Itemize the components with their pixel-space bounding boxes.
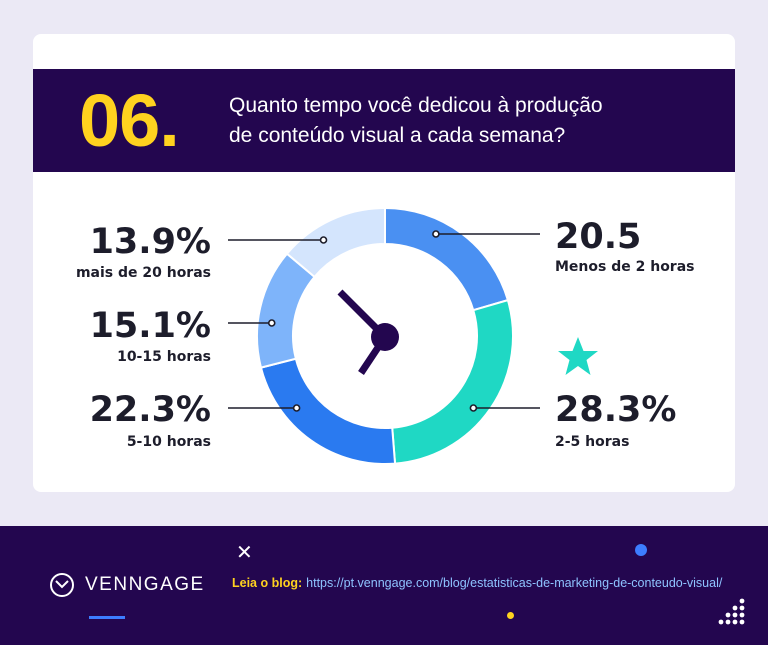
decor-dot-yellow [507, 612, 514, 619]
donut-slices [256, 206, 514, 465]
leader-dot-menos-de-2-horas [432, 230, 440, 238]
category-label-2-5: 2-5 horas [555, 434, 629, 450]
leader-dot-mais-de-20-horas [319, 236, 328, 244]
value-label-menos-de-2: 20.5 [555, 217, 641, 257]
chart-labels: 20.5 Menos de 2 horas 28.3% 2-5 horas 22… [76, 217, 695, 450]
blog-url[interactable]: https://pt.venngage.com/blog/estatistica… [306, 576, 723, 590]
value-label-2-5: 28.3% [555, 390, 676, 430]
footer: ✕ VENNGAGE Leia o blog: https://pt.vennga… [0, 526, 768, 645]
dots-grid-icon [718, 598, 745, 625]
leader-dot-10-15-horas [267, 319, 276, 327]
slice-2-5-horas [391, 298, 514, 465]
category-label-5-10: 5-10 horas [127, 434, 211, 450]
value-label-mais-de-20: 13.9% [90, 222, 211, 262]
value-label-5-10: 22.3% [90, 390, 211, 430]
clock-hands-icon [337, 289, 399, 375]
slice-mais-de-20-horas [285, 206, 386, 279]
decor-dot-blue [635, 544, 647, 556]
category-label-mais-de-20: mais de 20 horas [76, 265, 211, 281]
question-header: 06. Quanto tempo você dedicou à produção… [33, 69, 735, 172]
slice-5-10-horas [259, 357, 397, 465]
question-line-2: de conteúdo visual a cada semana? [229, 124, 566, 147]
leader-dot-5-10-horas [292, 404, 301, 412]
slice-menos-de-2-horas [384, 206, 510, 312]
venngage-logo-icon [50, 573, 74, 597]
leader-lines [228, 230, 540, 412]
category-label-menos-de-2: Menos de 2 horas [555, 259, 695, 275]
leader-dot-2-5-horas [469, 404, 478, 412]
blog-link[interactable]: Leia o blog: https://pt.venngage.com/blog… [232, 576, 722, 590]
brand-logo[interactable]: VENNGAGE [49, 572, 205, 598]
question-line-1: Quanto tempo você dedicou à produção [229, 94, 603, 117]
value-label-10-15: 15.1% [90, 306, 211, 346]
question-text: Quanto tempo você dedicou à produção de … [229, 91, 649, 151]
star-icon [558, 337, 598, 375]
blog-label: Leia o blog: [232, 576, 303, 590]
question-number: 06. [79, 79, 180, 162]
close-icon: ✕ [236, 542, 253, 564]
category-label-10-15: 10-15 horas [117, 349, 211, 365]
brand-name: VENNGAGE [85, 574, 205, 595]
brand-underline [89, 616, 125, 619]
infographic-card: 06. Quanto tempo você dedicou à produção… [33, 34, 735, 492]
